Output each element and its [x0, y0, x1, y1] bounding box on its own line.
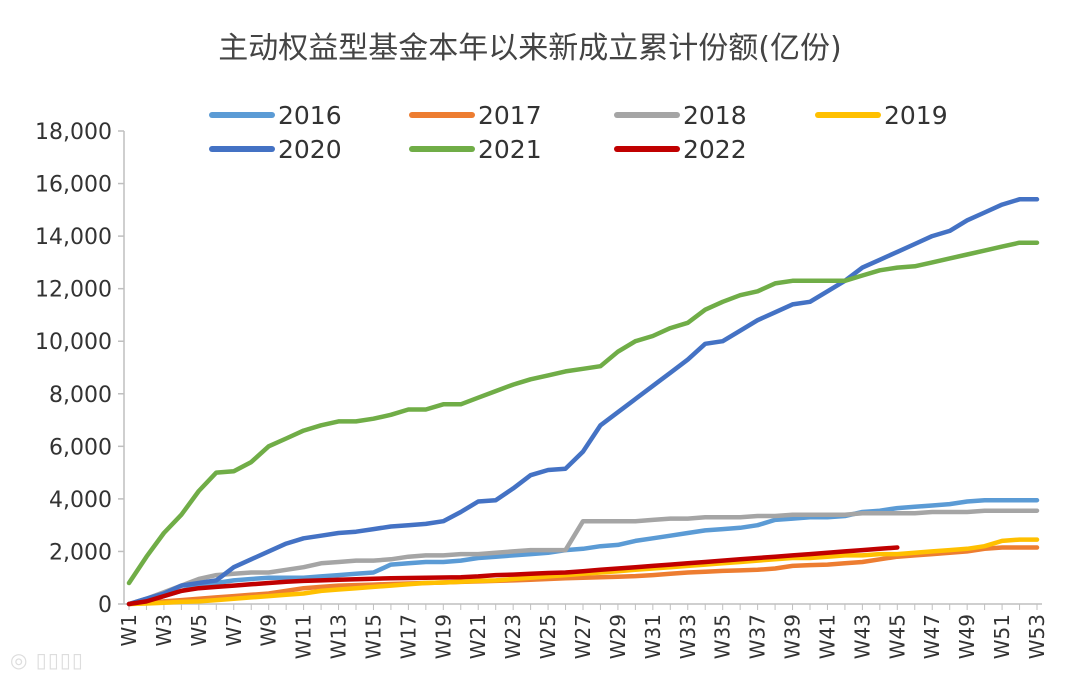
x-tick-label: W23	[501, 614, 525, 659]
legend-item-2019: 2019	[815, 101, 948, 130]
x-tick-label: W9	[257, 614, 281, 647]
x-tick-label: W45	[885, 614, 909, 659]
x-tick-label: W19	[431, 614, 455, 659]
y-tick-label: 10,000	[35, 330, 112, 355]
x-tick-label: W5	[187, 614, 211, 647]
x-tick-label: W21	[466, 614, 490, 659]
y-tick-label: 6,000	[49, 435, 112, 460]
x-tick-label: W33	[676, 614, 700, 659]
y-tick-label: 12,000	[35, 278, 112, 303]
legend-item-2022: 2022	[614, 135, 747, 164]
y-tick-label: 14,000	[35, 225, 112, 250]
y-tick-label: 16,000	[35, 173, 112, 198]
legend-item-2020: 2020	[209, 135, 342, 164]
x-tick-label: W7	[222, 614, 246, 647]
legend-label: 2018	[683, 101, 747, 130]
series-line-2017	[126, 545, 1040, 607]
x-tick-label: W39	[781, 614, 805, 659]
legend-label: 2020	[278, 135, 342, 164]
series-line-2022	[126, 545, 900, 607]
watermark-logo: ◎ ▯▯▯▯	[10, 648, 84, 672]
x-tick-label: W53	[1025, 614, 1049, 659]
legend-item-2021: 2021	[409, 135, 542, 164]
x-tick-label: W35	[711, 614, 735, 659]
legend-label: 2016	[278, 101, 342, 130]
y-tick-label: 2,000	[49, 540, 112, 565]
x-tick-label: W43	[850, 614, 874, 659]
x-tick-label: W37	[746, 614, 770, 659]
legend-label: 2019	[884, 101, 948, 130]
series-line-2018	[126, 508, 1040, 607]
y-tick-label: 8,000	[49, 383, 112, 408]
y-tick-label: 18,000	[35, 120, 112, 145]
legend-item-2017: 2017	[409, 101, 542, 130]
series-line-2016	[126, 497, 1040, 607]
x-tick-label: W51	[990, 614, 1014, 659]
x-tick-label: W3	[152, 614, 176, 647]
legend-label: 2021	[478, 135, 542, 164]
legend-item-2016: 2016	[209, 101, 342, 130]
x-tick-label: W47	[920, 614, 944, 659]
x-tick-label: W41	[815, 614, 839, 659]
x-tick-label: W27	[571, 614, 595, 659]
x-tick-label: W29	[606, 614, 630, 659]
x-tick-label: W25	[536, 614, 560, 659]
series-line-2021	[126, 240, 1040, 586]
x-tick-label: W11	[292, 614, 316, 659]
y-tick-label: 4,000	[49, 488, 112, 513]
series-lines	[126, 197, 1040, 607]
x-tick-label: W1	[117, 614, 141, 647]
series-line-2019	[126, 537, 1040, 607]
y-tick-label: 0	[98, 593, 112, 618]
chart-title: 主动权益型基金本年以来新成立累计份额(亿份)	[218, 31, 841, 66]
legend-item-2018: 2018	[614, 101, 747, 130]
x-tick-label: W49	[955, 614, 979, 659]
series-line-2020	[126, 197, 1040, 607]
x-tick-label: W31	[641, 614, 665, 659]
legend-label: 2022	[683, 135, 747, 164]
y-axis: 0 2,000 4,000 6,000 8,000 10,000 12,000 14,000 1…	[35, 120, 125, 618]
x-tick-label: W15	[361, 614, 385, 659]
legend-label: 2017	[478, 101, 542, 130]
x-tick-label: W17	[396, 614, 420, 659]
legend: 2016 2017 2018 2019 2020 2021 2022	[209, 101, 948, 164]
x-tick-label: W13	[327, 614, 351, 659]
x-axis: W1 W3 W5 W7 W9 W11 W13 W15 W17 W19 W21 W23 W25 W27 W29…	[117, 603, 1049, 659]
